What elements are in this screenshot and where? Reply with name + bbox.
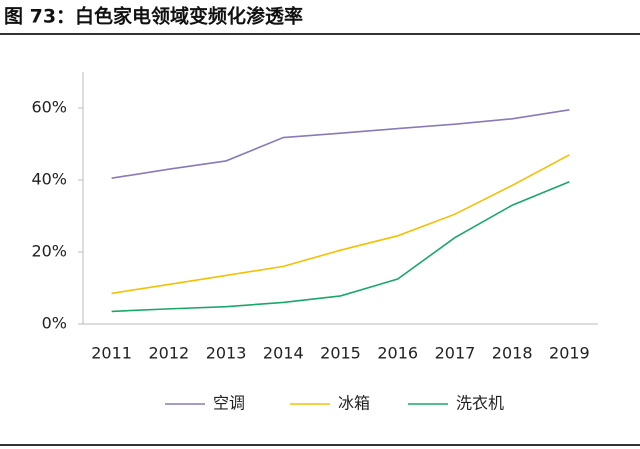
x-tick-label: 2013 bbox=[206, 344, 247, 363]
series-line bbox=[111, 154, 570, 295]
legend-label: 冰箱 bbox=[338, 394, 370, 413]
x-tick-label: 2018 bbox=[492, 344, 533, 363]
x-tick-label: 2017 bbox=[435, 344, 476, 363]
y-tick-label: 20% bbox=[31, 242, 67, 261]
legend-label: 洗衣机 bbox=[456, 394, 504, 413]
series-line bbox=[111, 109, 570, 179]
x-tick-label: 2014 bbox=[263, 344, 304, 363]
y-tick-label: 0% bbox=[42, 314, 67, 333]
chart-title: 图 73：白色家电领域变频化渗透率 bbox=[4, 5, 303, 28]
legend-label: 空调 bbox=[213, 394, 245, 413]
y-tick-label: 40% bbox=[31, 170, 67, 189]
x-tick-label: 2012 bbox=[148, 344, 189, 363]
x-tick-label: 2015 bbox=[320, 344, 361, 363]
x-tick-label: 2016 bbox=[377, 344, 418, 363]
y-tick-label: 60% bbox=[31, 98, 67, 117]
series-line bbox=[111, 181, 570, 313]
x-tick-label: 2019 bbox=[549, 344, 590, 363]
x-tick-label: 2011 bbox=[91, 344, 132, 363]
